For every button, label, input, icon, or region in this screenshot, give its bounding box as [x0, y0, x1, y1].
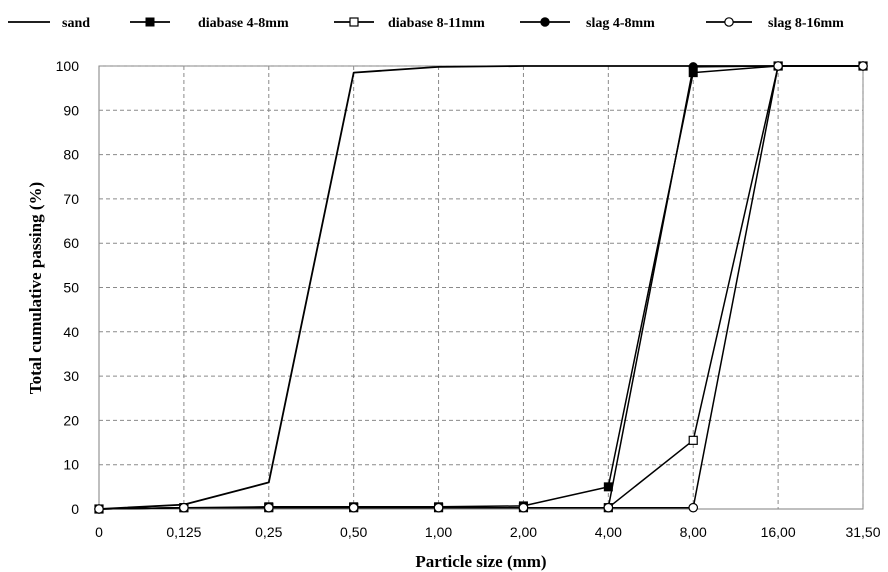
- series-markers: [94, 61, 868, 514]
- legend-item-diabase-4-8mm: diabase 4-8mm: [130, 16, 289, 31]
- y-tick-label: 90: [63, 102, 79, 118]
- y-tick-label: 0: [71, 501, 79, 517]
- x-tick-label: 16,00: [761, 524, 796, 540]
- y-tick-label: 20: [63, 412, 79, 428]
- data-point-slag-8-16mm: [688, 502, 699, 513]
- x-tick-label: 0,25: [255, 524, 282, 540]
- x-tick-label: 0: [95, 524, 103, 540]
- y-tick-label: 80: [63, 147, 79, 163]
- y-tick-label: 60: [63, 235, 79, 251]
- y-tick-label: 100: [56, 58, 80, 74]
- legend-marker-swatch: [145, 17, 155, 27]
- series-line-slag-8-16mm: [98, 65, 863, 510]
- x-axis-title: Particle size (mm): [415, 552, 546, 571]
- y-axis-ticks: 0 10 20 30 40 50 60 70 80 90 100: [56, 58, 80, 517]
- data-point-slag-8-16mm: [179, 502, 189, 513]
- gridlines: [99, 65, 864, 509]
- legend-marker-swatch: [724, 17, 734, 27]
- plot-area: [94, 61, 868, 514]
- legend-item-sand: sand: [8, 16, 90, 31]
- data-point-slag-4-8mm: [688, 62, 698, 72]
- x-tick-label: 0,125: [166, 524, 201, 540]
- data-point-slag-8-16mm: [773, 61, 783, 71]
- y-tick-label: 30: [63, 368, 79, 384]
- y-tick-label: 70: [63, 191, 79, 207]
- data-point-diabase-8-11mm: [688, 435, 698, 445]
- series-lines: [98, 65, 863, 510]
- x-tick-label: 2,00: [510, 524, 537, 540]
- data-point-diabase-4-8mm: [603, 482, 613, 492]
- x-tick-label: 1,00: [425, 524, 452, 540]
- legend: sand diabase 4-8mm diabase 8-11mm slag 4-8m…: [8, 16, 844, 31]
- data-point-slag-8-16mm: [348, 502, 359, 513]
- legend-item-diabase-8-11mm: diabase 8-11mm: [334, 16, 485, 31]
- y-axis-title: Total cumulative passing (%): [26, 182, 45, 394]
- data-point-slag-8-16mm: [263, 502, 274, 513]
- x-tick-label: 0,50: [340, 524, 367, 540]
- legend-marker-swatch: [540, 17, 550, 27]
- legend-label: slag 4-8mm: [586, 16, 655, 31]
- y-tick-label: 50: [63, 280, 79, 296]
- data-point-slag-8-16mm: [518, 502, 529, 513]
- data-point-slag-8-16mm: [858, 61, 868, 71]
- legend-label: sand: [62, 16, 90, 31]
- x-tick-label: 31,50: [845, 524, 880, 540]
- legend-label: diabase 8-11mm: [388, 16, 485, 31]
- data-point-slag-8-16mm: [94, 504, 104, 514]
- x-tick-label: 8,00: [680, 524, 707, 540]
- y-tick-label: 40: [63, 324, 79, 340]
- x-tick-label: 4,00: [595, 524, 622, 540]
- legend-marker-swatch: [349, 17, 359, 27]
- data-point-slag-8-16mm: [603, 502, 614, 513]
- legend-item-slag-8-16mm: slag 8-16mm: [706, 16, 844, 31]
- legend-label: diabase 4-8mm: [198, 16, 289, 31]
- legend-label: slag 8-16mm: [768, 16, 844, 31]
- y-tick-label: 10: [63, 457, 79, 473]
- legend-item-slag-4-8mm: slag 4-8mm: [520, 16, 655, 31]
- data-point-slag-8-16mm: [433, 502, 444, 513]
- x-axis-ticks: 0 0,125 0,25 0,50 1,00 2,00 4,00 8,00 16,00 31,50: [95, 524, 881, 540]
